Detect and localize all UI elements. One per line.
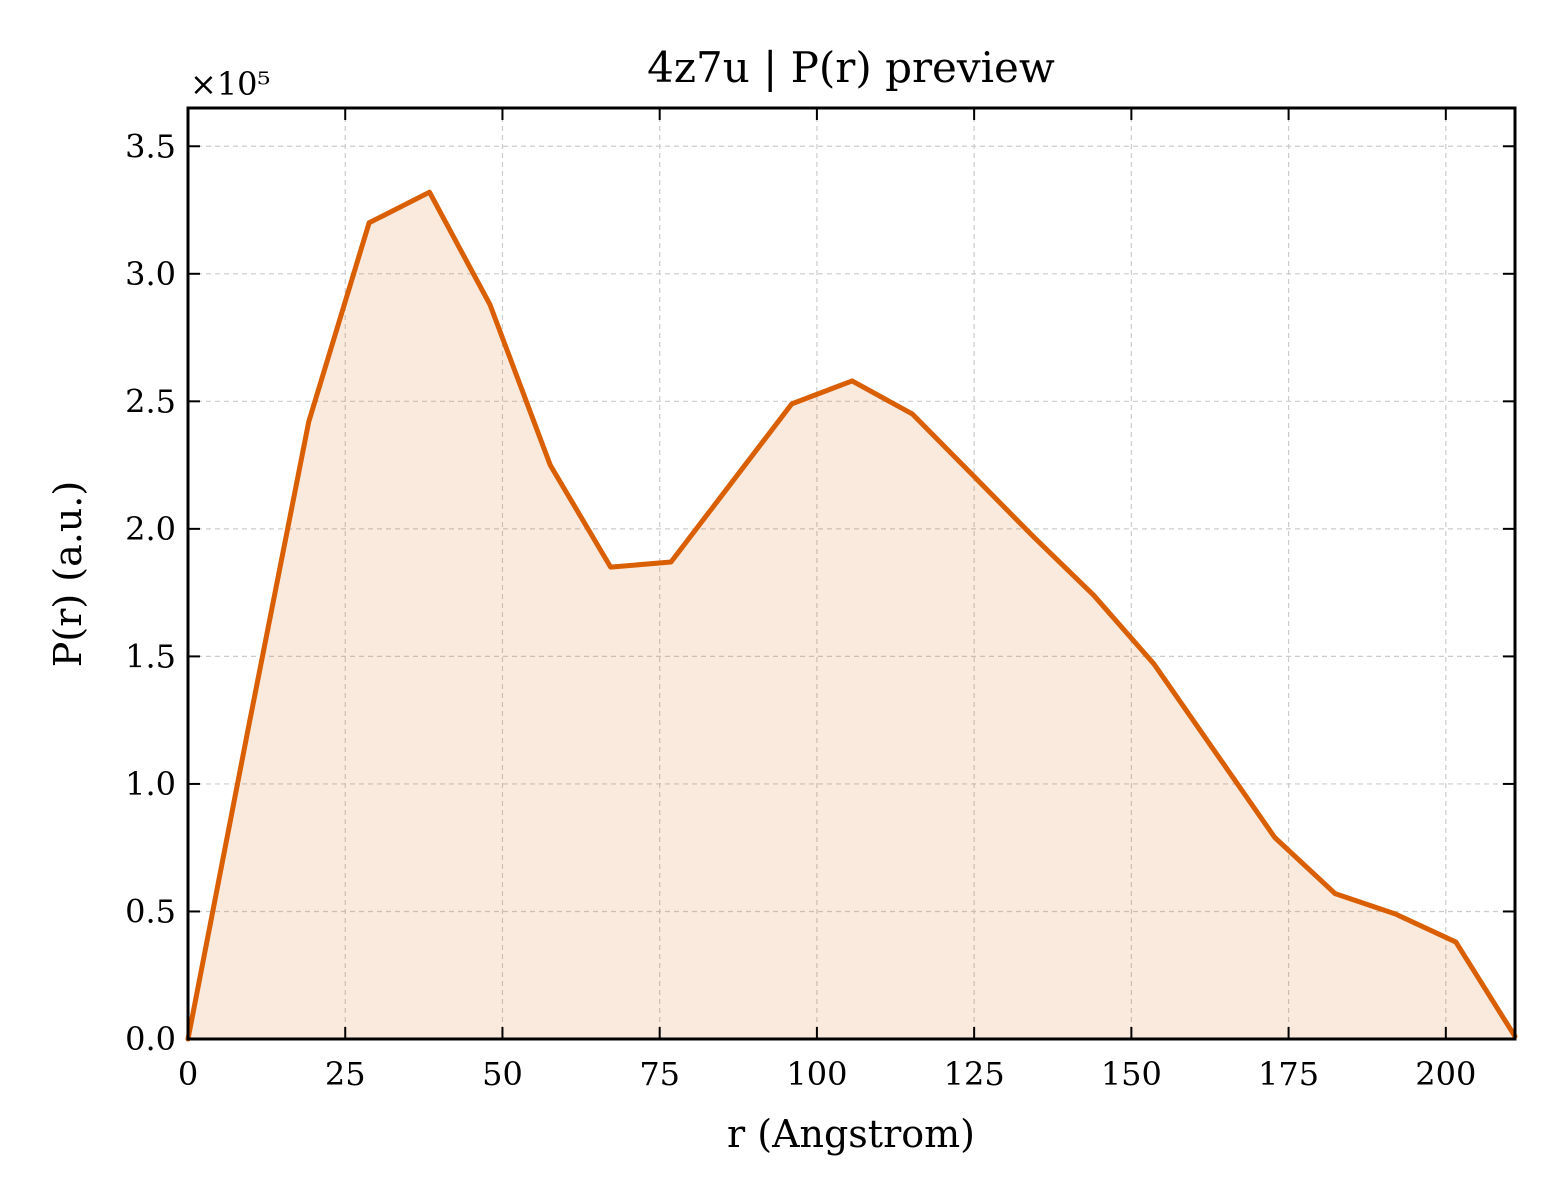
chart-title: 4z7u | P(r) preview: [647, 43, 1055, 92]
x-tick-label: 100: [786, 1055, 847, 1093]
y-tick-label: 1.5: [125, 637, 176, 675]
y-axis-multiplier: ×10⁵: [190, 65, 270, 103]
y-tick-label: 0.0: [125, 1020, 176, 1058]
series-line: [185, 189, 1518, 1042]
plot-frame: [186, 106, 1517, 1041]
x-tick-label: 200: [1415, 1055, 1476, 1093]
series-area-fill: [188, 192, 1515, 1039]
plot-area: [185, 189, 1518, 1042]
x-tick-label: 25: [325, 1055, 366, 1093]
y-tick-label: 3.5: [125, 127, 176, 165]
y-tick-label: 3.0: [125, 255, 176, 293]
y-tick-label: 1.0: [125, 765, 176, 803]
x-tick-label: 0: [178, 1055, 198, 1093]
y-tick-label: 0.5: [125, 892, 176, 930]
y-tick-label: 2.0: [125, 510, 176, 548]
x-tick-label: 75: [639, 1055, 680, 1093]
x-tick-label: 150: [1101, 1055, 1162, 1093]
x-tick-label: 50: [482, 1055, 523, 1093]
x-tick-label: 175: [1258, 1055, 1319, 1093]
x-tick-label: 125: [944, 1055, 1005, 1093]
y-tick-label: 2.5: [125, 382, 176, 420]
x-axis-label: r (Angstrom): [727, 1112, 975, 1156]
axis-ticks: 0 25 50 75 100 125 150 175 200 0.0 0.5 1.0 1.5 2.0 2.5…: [125, 108, 1515, 1093]
grid-lines: [188, 108, 1515, 1039]
y-axis-label: P(r) (a.u.): [46, 481, 90, 667]
